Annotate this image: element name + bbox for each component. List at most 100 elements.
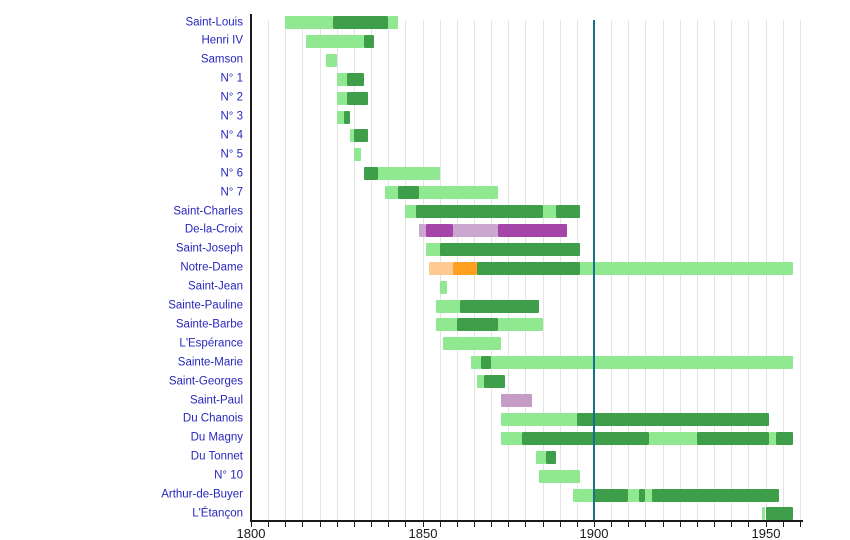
axis-tick xyxy=(782,520,784,527)
row-label[interactable]: N° 7 xyxy=(220,185,244,198)
bar-segment xyxy=(521,431,649,445)
row-label[interactable]: Du Magny xyxy=(190,431,243,444)
bar-segment xyxy=(453,261,478,275)
bar-segment xyxy=(353,129,368,143)
bar-segment xyxy=(419,186,498,200)
gridline xyxy=(285,20,287,520)
row-label[interactable]: N° 3 xyxy=(220,110,244,123)
bar-segment xyxy=(535,450,546,464)
bar-segment xyxy=(480,356,492,370)
bar-segment xyxy=(436,318,457,332)
row-label[interactable]: N° 5 xyxy=(220,148,244,161)
row-label[interactable]: Saint-Paul xyxy=(189,393,243,406)
x-axis-line xyxy=(250,520,803,522)
bar-segment xyxy=(484,375,505,389)
axis-tick xyxy=(371,520,373,527)
axis-tick xyxy=(491,520,493,527)
axis-tick xyxy=(594,520,595,527)
row-label[interactable]: Saint-Georges xyxy=(168,374,243,387)
bar-segment xyxy=(336,110,344,124)
row-label[interactable]: N° 1 xyxy=(220,72,244,85)
row-label[interactable]: Sainte-Marie xyxy=(177,355,243,368)
axis-tick xyxy=(285,520,287,527)
bar-segment xyxy=(696,431,769,445)
axis-tick xyxy=(645,520,647,527)
bar-segment xyxy=(460,299,540,313)
axis-tick xyxy=(353,520,355,527)
axis-tick xyxy=(662,520,664,527)
gridline xyxy=(336,20,338,520)
axis-tick xyxy=(388,520,390,527)
bar-segment xyxy=(576,412,769,426)
bar-segment xyxy=(477,261,581,275)
bar-segment xyxy=(539,469,581,483)
gridline xyxy=(799,20,801,520)
bar-segment xyxy=(415,205,543,218)
row-label[interactable]: Saint-Joseph xyxy=(175,242,243,255)
axis-tick xyxy=(542,520,544,527)
bar-segment xyxy=(364,167,378,181)
bar-segment xyxy=(429,261,454,275)
row-label[interactable]: L'Espérance xyxy=(179,337,243,350)
axis-tick xyxy=(336,520,338,527)
bar-segment xyxy=(343,110,351,124)
bar-segment xyxy=(775,431,793,445)
bar-segment xyxy=(501,412,577,426)
row-label[interactable]: Notre-Dame xyxy=(180,261,243,274)
row-label[interactable]: Arthur-de-Buyer xyxy=(161,488,243,501)
axis-tick xyxy=(628,520,630,527)
gridline xyxy=(353,20,355,520)
bar-segment xyxy=(768,431,776,445)
bar-segment xyxy=(470,356,481,370)
bar-segment xyxy=(353,148,361,162)
axis-tick xyxy=(576,520,578,527)
axis-tick xyxy=(799,520,801,527)
row-label[interactable]: Samson xyxy=(200,53,243,66)
row-label[interactable]: Du Tonnet xyxy=(190,450,243,463)
gridline xyxy=(422,20,424,520)
axis-tick xyxy=(251,520,252,527)
bar-segment xyxy=(384,186,399,200)
axis-tick xyxy=(731,520,733,527)
row-label[interactable]: De-la-Croix xyxy=(184,223,243,236)
bar-segment xyxy=(388,16,399,29)
bar-segment xyxy=(648,431,697,445)
bar-segment xyxy=(425,242,440,256)
axis-tick-label: 1900 xyxy=(579,526,609,540)
gridline xyxy=(268,20,270,520)
bar-segment xyxy=(405,205,416,218)
axis-tick xyxy=(268,520,270,527)
bar-segment xyxy=(594,488,629,502)
bar-segment xyxy=(573,488,594,502)
bar-segment xyxy=(364,34,375,48)
bar-segment xyxy=(628,488,639,502)
row-label[interactable]: N° 10 xyxy=(214,469,243,482)
row-label[interactable]: N° 2 xyxy=(220,91,244,104)
bar-segment xyxy=(453,223,498,237)
bar-segment xyxy=(580,261,793,275)
axis-tick-label: 1850 xyxy=(408,526,438,540)
axis-tick-label: 1800 xyxy=(236,526,266,540)
bar-segment xyxy=(336,91,348,105)
gridline xyxy=(302,20,304,520)
row-label[interactable]: N° 6 xyxy=(220,166,244,179)
row-label[interactable]: N° 4 xyxy=(220,129,244,142)
bar-segment xyxy=(456,318,498,332)
gridline xyxy=(371,20,373,520)
row-label[interactable]: Saint-Charles xyxy=(173,204,243,217)
bar-segment xyxy=(347,91,368,105)
axis-tick xyxy=(508,520,510,527)
row-label[interactable]: Saint-Jean xyxy=(188,280,243,293)
row-label[interactable]: Saint-Louis xyxy=(185,15,243,28)
row-label[interactable]: L'Étançon xyxy=(192,507,243,520)
axis-tick xyxy=(456,520,458,527)
row-label[interactable]: Henri IV xyxy=(201,34,243,47)
bar-segment xyxy=(336,72,348,86)
bar-segment xyxy=(762,507,766,521)
row-label[interactable]: Sainte-Barbe xyxy=(175,318,243,331)
row-label[interactable]: Du Chanois xyxy=(182,412,243,425)
row-label[interactable]: Sainte-Pauline xyxy=(168,299,243,312)
bar-segment xyxy=(556,205,581,218)
gridline xyxy=(388,20,390,520)
